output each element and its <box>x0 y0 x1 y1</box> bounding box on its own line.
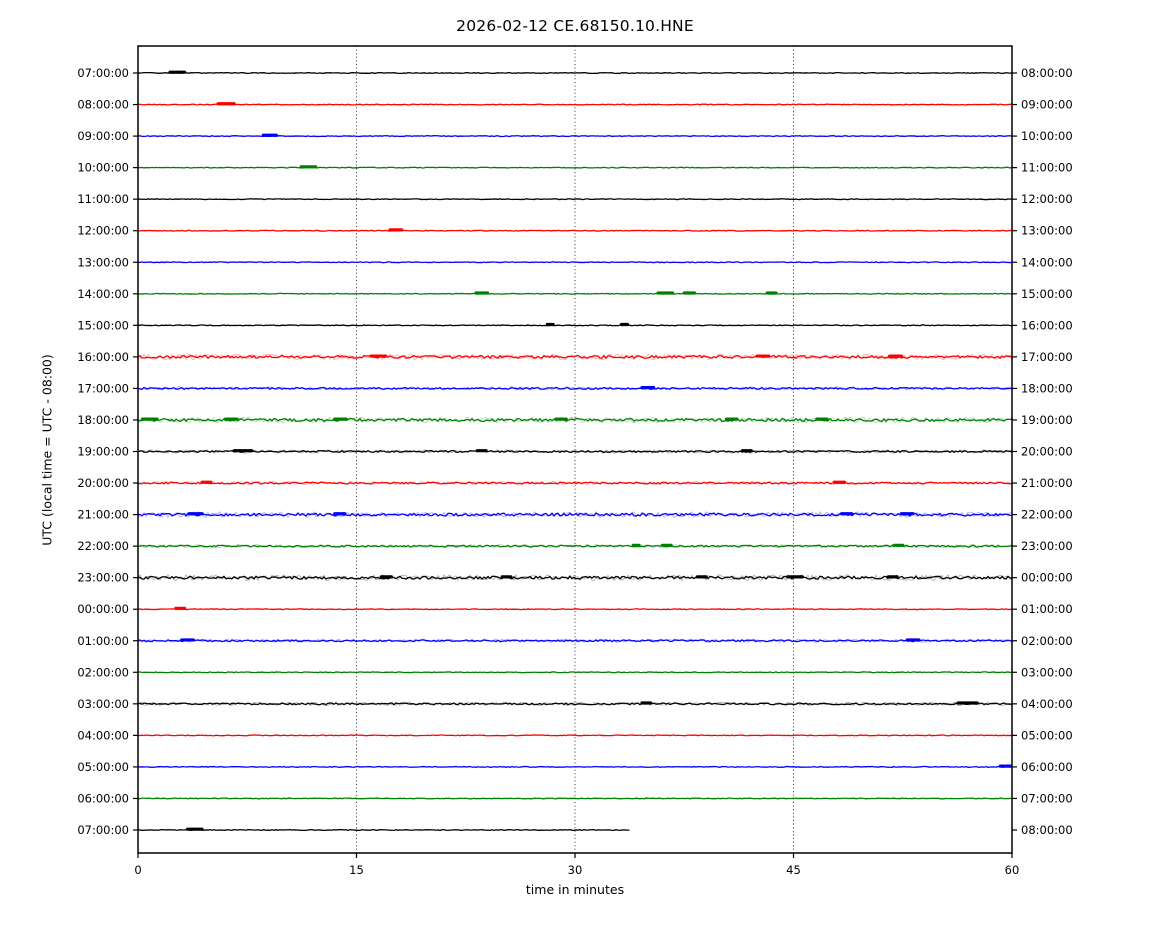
y-tick-label-left: 03:00:00 <box>77 697 129 711</box>
y-tick-label-right: 14:00:00 <box>1021 255 1073 269</box>
x-tick-label: 60 <box>1005 863 1020 877</box>
y-tick-label-left: 06:00:00 <box>77 791 129 805</box>
trace-row-22 <box>137 765 1013 768</box>
y-tick-label-left: 23:00:00 <box>77 571 129 585</box>
y-tick-label-right: 08:00:00 <box>1021 823 1073 837</box>
y-tick-label-left: 08:00:00 <box>77 98 129 112</box>
trace-row-6 <box>137 261 1013 264</box>
y-tick-label-right: 11:00:00 <box>1021 161 1073 175</box>
trace-row-10 <box>137 386 1013 391</box>
y-tick-label-right: 10:00:00 <box>1021 129 1073 143</box>
x-axis-label: time in minutes <box>525 882 625 897</box>
y-tick-label-right: 21:00:00 <box>1021 476 1073 490</box>
y-tick-label-right: 15:00:00 <box>1021 287 1073 301</box>
y-tick-label-left: 19:00:00 <box>77 445 129 459</box>
y-tick-label-left: 05:00:00 <box>77 760 129 774</box>
chart-title: 2026-02-12 CE.68150.10.HNE <box>456 17 694 35</box>
trace-row-15 <box>137 544 1013 548</box>
x-tick-label: 15 <box>349 863 364 877</box>
y-tick-label-left: 16:00:00 <box>77 350 129 364</box>
y-tick-label-left: 11:00:00 <box>77 192 129 206</box>
y-tick-label-right: 03:00:00 <box>1021 665 1073 679</box>
trace-row-9 <box>137 354 1013 360</box>
x-tick-label: 0 <box>134 863 141 877</box>
trace-row-20 <box>137 702 1013 706</box>
y-tick-label-right: 05:00:00 <box>1021 728 1073 742</box>
y-tick-label-left: 15:00:00 <box>77 318 129 332</box>
trace-row-4 <box>137 198 1013 201</box>
trace-row-5 <box>137 229 1013 232</box>
trace-row-18 <box>137 639 1013 643</box>
y-tick-label-right: 08:00:00 <box>1021 66 1073 80</box>
x-tick-label: 45 <box>786 863 801 877</box>
trace-row-7 <box>137 292 1013 295</box>
y-tick-label-right: 18:00:00 <box>1021 381 1073 395</box>
trace-row-2 <box>137 135 1013 138</box>
y-tick-label-left: 20:00:00 <box>77 476 129 490</box>
trace-row-3 <box>137 166 1013 169</box>
trace-row-0 <box>137 71 1013 75</box>
y-tick-label-right: 13:00:00 <box>1021 224 1073 238</box>
trace-row-24 <box>137 828 630 832</box>
y-tick-label-left: 12:00:00 <box>77 224 129 238</box>
y-tick-label-left: 10:00:00 <box>77 161 129 175</box>
y-tick-label-right: 01:00:00 <box>1021 602 1073 616</box>
y-tick-label-right: 02:00:00 <box>1021 634 1073 648</box>
y-tick-label-left: 09:00:00 <box>77 129 129 143</box>
trace-row-14 <box>137 512 1013 517</box>
y-tick-label-left: 17:00:00 <box>77 381 129 395</box>
y-tick-label-left: 07:00:00 <box>77 823 129 837</box>
y-tick-label-right: 07:00:00 <box>1021 791 1073 805</box>
y-tick-label-left: 07:00:00 <box>77 66 129 80</box>
y-tick-label-right: 16:00:00 <box>1021 318 1073 332</box>
y-tick-label-right: 20:00:00 <box>1021 445 1073 459</box>
y-tick-label-left: 22:00:00 <box>77 539 129 553</box>
y-tick-label-right: 19:00:00 <box>1021 413 1073 427</box>
trace-row-12 <box>137 449 1013 454</box>
y-tick-label-left: 14:00:00 <box>77 287 129 301</box>
trace-row-1 <box>137 103 1013 106</box>
y-tick-label-left: 00:00:00 <box>77 602 129 616</box>
y-tick-label-right: 04:00:00 <box>1021 697 1073 711</box>
y-tick-label-left: 04:00:00 <box>77 728 129 742</box>
y-tick-label-right: 17:00:00 <box>1021 350 1073 364</box>
trace-row-13 <box>137 481 1013 485</box>
trace-row-8 <box>137 324 1013 327</box>
y-tick-label-left: 01:00:00 <box>77 634 129 648</box>
trace-row-21 <box>137 734 1013 737</box>
trace-row-16 <box>137 575 1013 581</box>
y-tick-label-left: 13:00:00 <box>77 255 129 269</box>
trace-row-19 <box>137 671 1013 674</box>
x-tick-label: 30 <box>568 863 583 877</box>
y-tick-label-right: 06:00:00 <box>1021 760 1073 774</box>
trace-noise-fuzz <box>137 638 1013 644</box>
y-tick-label-right: 00:00:00 <box>1021 571 1073 585</box>
trace-row-11 <box>137 417 1013 423</box>
y-tick-label-right: 23:00:00 <box>1021 539 1073 553</box>
y-tick-label-left: 18:00:00 <box>77 413 129 427</box>
y-tick-label-left: 02:00:00 <box>77 665 129 679</box>
trace-noise-fuzz <box>137 449 1013 454</box>
trace-row-17 <box>137 608 1013 611</box>
trace-row-23 <box>137 797 1013 800</box>
y-tick-label-right: 12:00:00 <box>1021 192 1073 206</box>
y-tick-label-right: 22:00:00 <box>1021 508 1073 522</box>
y-tick-label-left: 21:00:00 <box>77 508 129 522</box>
y-tick-label-right: 09:00:00 <box>1021 98 1073 112</box>
